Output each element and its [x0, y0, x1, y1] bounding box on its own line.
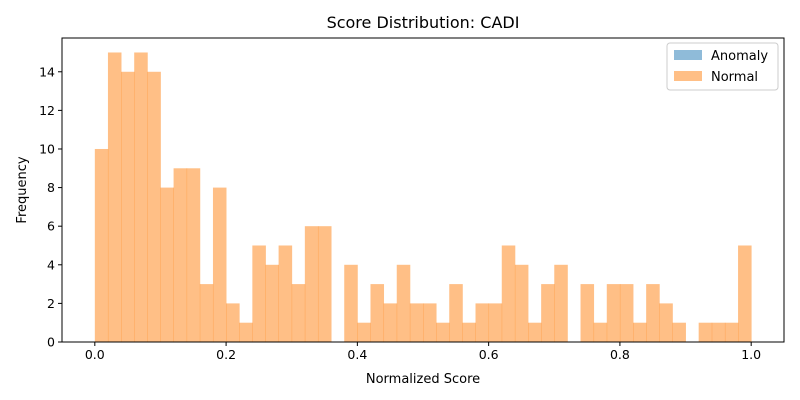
x-tick-label: 0.0 — [85, 347, 105, 362]
legend-swatch-anomaly — [674, 50, 702, 60]
bar-normal-15 — [291, 284, 306, 342]
legend-label-normal: Normal — [711, 70, 758, 85]
bar-normal-20 — [357, 322, 371, 342]
bar-normal-31 — [501, 245, 516, 342]
bar-normal-16 — [304, 226, 319, 342]
x-axis-ticks: 0.0 0.2 0.4 0.6 0.8 1.0 — [85, 342, 761, 362]
bar-normal-46 — [698, 322, 713, 342]
bar-normal-32 — [514, 264, 529, 342]
y-axis-ticks: 0 2 4 6 8 10 12 14 — [39, 64, 62, 350]
bar-normal-28 — [462, 322, 476, 342]
bar-normal-12 — [252, 245, 266, 342]
bar-normal-24 — [409, 303, 424, 342]
y-axis-label: Frequency — [15, 156, 30, 223]
bar-normal-4 — [147, 71, 161, 342]
bar-normal-19 — [344, 264, 358, 342]
y-tick-label: 2 — [47, 296, 55, 311]
y-tick-label: 8 — [47, 180, 55, 195]
bar-normal-35 — [554, 264, 568, 342]
bar-normal-3 — [134, 52, 148, 342]
y-tick-label: 10 — [39, 141, 55, 156]
bars-layer — [94, 52, 752, 342]
x-tick-label: 0.8 — [610, 347, 630, 362]
bar-normal-43 — [659, 303, 673, 342]
bar-normal-29 — [475, 303, 490, 342]
bar-normal-21 — [370, 284, 385, 342]
chart-title: Score Distribution: CADI — [327, 13, 520, 32]
bar-normal-40 — [619, 284, 634, 342]
bar-normal-8 — [199, 284, 214, 342]
bar-normal-17 — [317, 226, 332, 342]
bar-normal-14 — [278, 245, 293, 342]
bar-normal-39 — [606, 284, 621, 342]
bar-normal-44 — [672, 322, 686, 342]
bar-normal-1 — [107, 52, 122, 342]
x-tick-label: 0.6 — [479, 347, 499, 362]
bar-normal-33 — [528, 322, 542, 342]
bar-normal-25 — [423, 303, 437, 342]
bar-normal-23 — [396, 264, 411, 342]
bar-normal-49 — [738, 245, 752, 342]
bar-normal-7 — [186, 168, 201, 342]
bar-normal-30 — [488, 303, 503, 342]
bar-normal-48 — [724, 322, 739, 342]
legend: Anomaly Normal — [666, 42, 779, 91]
bar-normal-34 — [541, 284, 555, 342]
bar-normal-42 — [646, 284, 660, 342]
bar-normal-37 — [580, 284, 595, 342]
bar-normal-27 — [449, 284, 463, 342]
bar-normal-5 — [160, 187, 174, 342]
x-tick-label: 0.2 — [216, 347, 236, 362]
bar-normal-13 — [265, 264, 279, 342]
bar-normal-47 — [711, 322, 726, 342]
bar-normal-22 — [383, 303, 398, 342]
bar-normal-6 — [173, 168, 188, 342]
bar-normal-9 — [212, 187, 227, 342]
bar-normal-10 — [226, 303, 240, 342]
legend-swatch-normal — [674, 71, 702, 81]
x-axis-label: Normalized Score — [366, 372, 480, 387]
bar-normal-26 — [436, 322, 450, 342]
y-tick-label: 12 — [39, 103, 55, 118]
y-tick-label: 14 — [39, 64, 55, 79]
bar-normal-0 — [94, 148, 109, 342]
bar-normal-11 — [239, 322, 253, 342]
y-tick-label: 0 — [47, 335, 55, 350]
bar-normal-2 — [121, 71, 135, 342]
x-tick-label: 1.0 — [741, 347, 761, 362]
bar-normal-38 — [593, 322, 608, 342]
legend-label-anomaly: Anomaly — [711, 49, 768, 64]
bar-normal-41 — [633, 322, 647, 342]
plot-frame — [61, 37, 785, 343]
y-tick-label: 4 — [47, 257, 55, 272]
y-tick-label: 6 — [47, 219, 55, 234]
x-tick-label: 0.4 — [347, 347, 367, 362]
